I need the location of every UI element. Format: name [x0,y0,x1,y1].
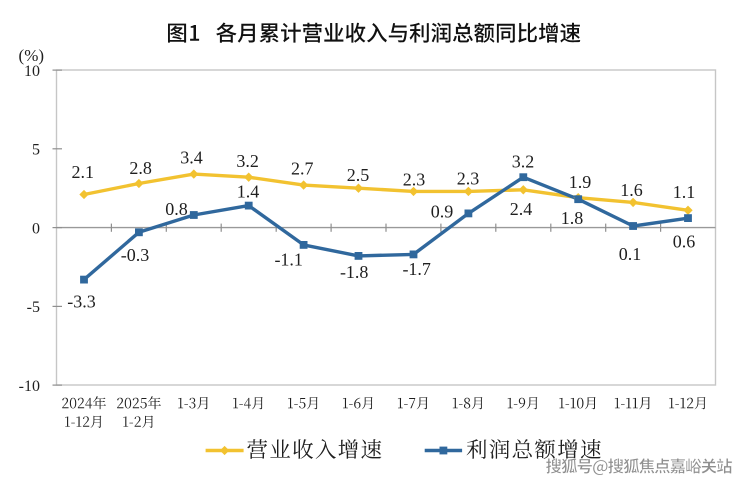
svg-text:-10: -10 [19,378,40,395]
svg-text:2.3: 2.3 [403,169,426,189]
svg-text:-1.8: -1.8 [340,262,369,282]
svg-text:1.4: 1.4 [237,182,260,202]
svg-text:3.2: 3.2 [512,152,535,172]
svg-text:1.9: 1.9 [569,172,592,192]
svg-text:0: 0 [32,220,40,237]
svg-text:0.1: 0.1 [619,244,642,264]
svg-text:-0.3: -0.3 [121,245,150,265]
svg-text:0.6: 0.6 [673,232,696,252]
svg-text:-5: -5 [27,299,40,316]
svg-text:2.5: 2.5 [347,165,370,185]
svg-text:(%): (%) [19,46,44,65]
svg-text:-1.7: -1.7 [402,259,431,279]
svg-text:2.3: 2.3 [457,169,480,189]
svg-text:1.8: 1.8 [561,208,584,228]
svg-text:2.7: 2.7 [291,158,314,178]
svg-text:2.4: 2.4 [510,199,533,219]
svg-text:3.2: 3.2 [236,151,259,171]
svg-text:1.1: 1.1 [673,182,696,202]
svg-text:2.1: 2.1 [71,162,94,182]
svg-text:3.4: 3.4 [180,147,203,167]
svg-text:0.8: 0.8 [165,199,188,219]
svg-text:10: 10 [24,63,40,80]
svg-text:-1.1: -1.1 [274,250,303,270]
svg-text:1.6: 1.6 [620,180,643,200]
svg-text:5: 5 [32,142,40,159]
svg-text:-3.3: -3.3 [67,292,96,312]
svg-text:0.9: 0.9 [431,201,454,221]
svg-text:2.8: 2.8 [129,158,152,178]
